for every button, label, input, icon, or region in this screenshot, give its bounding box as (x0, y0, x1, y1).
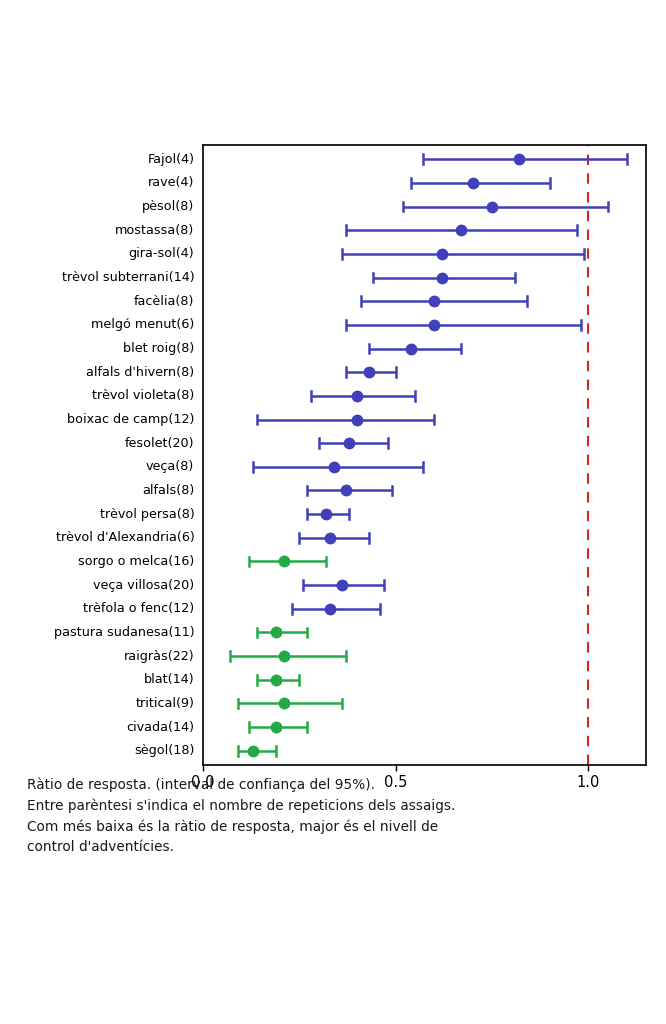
Text: trèvol d'Alexandria(6): trèvol d'Alexandria(6) (55, 531, 194, 545)
Text: veça(8): veça(8) (146, 461, 194, 473)
Text: pèsol(8): pèsol(8) (142, 200, 194, 213)
Text: boixac de camp(12): boixac de camp(12) (67, 413, 194, 426)
Text: alfals(8): alfals(8) (142, 484, 194, 497)
Text: tritical(9): tritical(9) (135, 697, 194, 710)
Text: trèvol persa(8): trèvol persa(8) (99, 508, 194, 520)
Text: raigràs(22): raigràs(22) (124, 649, 194, 663)
Text: trèvol subterrani(14): trèvol subterrani(14) (62, 271, 194, 284)
Text: LES ESPÈCIES EMPRADES COM A COBERTA VEGETAL: LES ESPÈCIES EMPRADES COM A COBERTA VEGE… (80, 85, 586, 102)
Text: sègol(18): sègol(18) (134, 744, 194, 758)
Text: alfals d'hivern(8): alfals d'hivern(8) (86, 366, 194, 379)
Text: blet roig(8): blet roig(8) (123, 342, 194, 355)
Text: Crop Science, 59(3), 833-842: Crop Science, 59(3), 833-842 (257, 1008, 409, 1018)
Text: fesolet(20): fesolet(20) (125, 436, 194, 450)
Text: rave(4): rave(4) (148, 176, 194, 189)
Text: sorgo o melca(16): sorgo o melca(16) (78, 555, 194, 568)
Text: pastura sudanesa(11): pastura sudanesa(11) (54, 626, 194, 639)
Text: civada(14): civada(14) (127, 721, 194, 733)
Text: Osipitan, O. A, Dille, J. A, Assefa, Y., Radicetti, E., Ayeni, A., & Knezevic, S: Osipitan, O. A, Dille, J. A, Assefa, Y.,… (115, 976, 551, 986)
Text: trèvol violeta(8): trèvol violeta(8) (92, 389, 194, 402)
Text: gira-sol(4): gira-sol(4) (129, 248, 194, 260)
Text: mostassa(8): mostassa(8) (115, 223, 194, 237)
Text: trèfola o fenc(12): trèfola o fenc(12) (83, 602, 194, 615)
Text: blat(14): blat(14) (144, 674, 194, 686)
Text: Font: Impact of cover crop management on level of weed suppression: a meta-analy: Font: Impact of cover crop management on… (27, 943, 484, 953)
Text: EFECTES DE REDUCCIÓ D'ADVENTÍCIES SEGONS: EFECTES DE REDUCCIÓ D'ADVENTÍCIES SEGONS (100, 37, 566, 54)
Text: Ràtio de resposta. (interval de confiança del 95%).
Entre parèntesi s'indica el : Ràtio de resposta. (interval de confianç… (27, 777, 455, 854)
Text: veça villosa(20): veça villosa(20) (93, 579, 194, 592)
Text: Fajol(4): Fajol(4) (147, 153, 194, 166)
Text: melgó menut(6): melgó menut(6) (91, 318, 194, 332)
Text: facèlia(8): facèlia(8) (134, 295, 194, 307)
